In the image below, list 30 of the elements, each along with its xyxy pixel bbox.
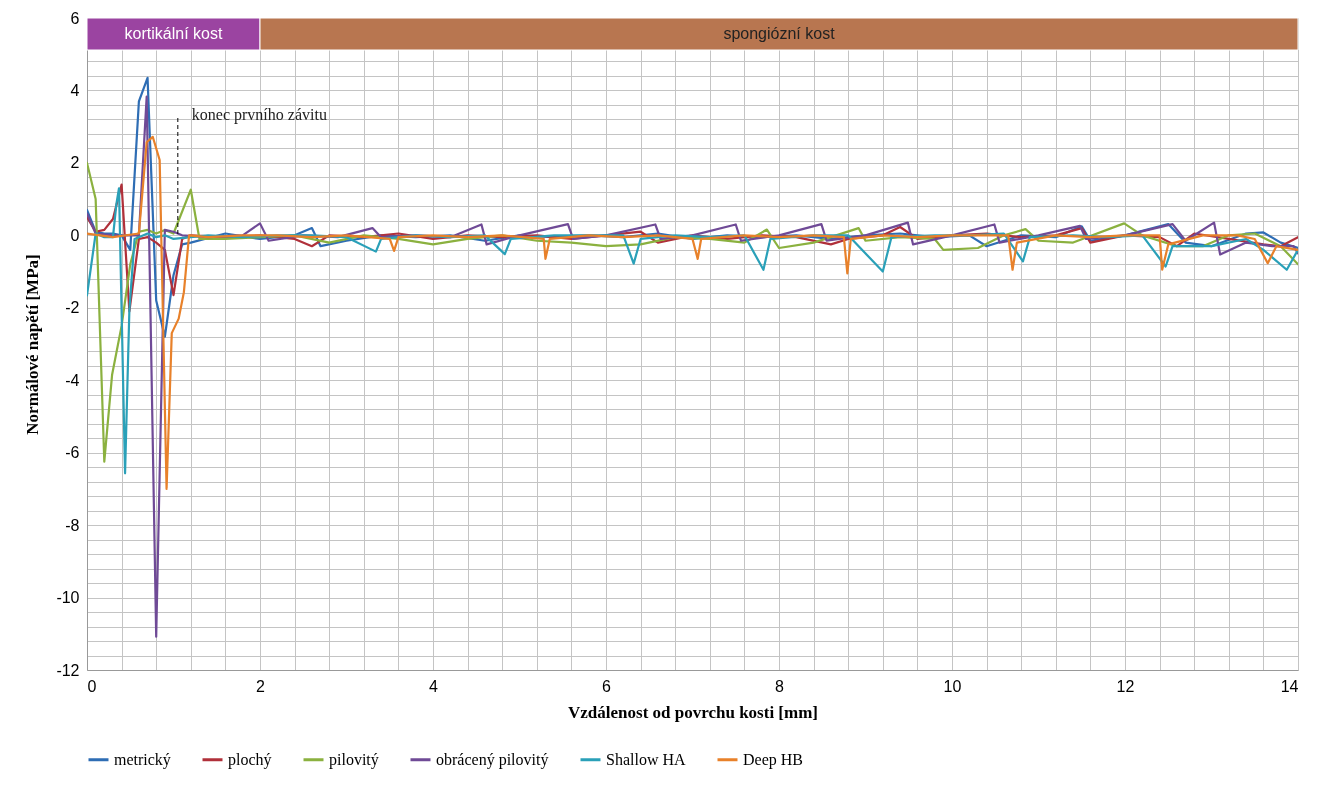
- x-tick-label: 4: [429, 677, 439, 695]
- y-tick-label: -10: [56, 589, 80, 607]
- band-label: kortikální kost: [124, 25, 223, 42]
- band-label: spongiózní kost: [723, 25, 836, 42]
- x-tick-label: 6: [602, 677, 612, 695]
- legend-label: metrický: [114, 750, 171, 769]
- y-tick-label: -12: [56, 661, 80, 679]
- y-tick-label: 2: [70, 154, 80, 172]
- legend-label: pilovitý: [329, 750, 379, 769]
- ref-line-label: konec prvního závitu: [191, 106, 327, 124]
- y-tick-label: -2: [65, 299, 80, 317]
- legend-label: plochý: [228, 750, 272, 769]
- y-tick-label: -6: [65, 444, 80, 462]
- legend-label: obrácený pilovitý: [436, 750, 549, 769]
- x-tick-label: 0: [87, 677, 97, 695]
- x-tick-label: 14: [1280, 677, 1299, 695]
- x-tick-label: 12: [1116, 677, 1135, 695]
- y-tick-label: 0: [70, 226, 80, 244]
- y-tick-label: 6: [70, 9, 80, 27]
- y-tick-label: -4: [65, 371, 80, 389]
- legend-label: Deep HB: [743, 750, 803, 769]
- y-tick-label: 4: [70, 81, 80, 99]
- x-tick-label: 10: [943, 677, 962, 695]
- line-series: [87, 95, 1298, 638]
- y-axis-title: Normálové napětí [MPa]: [23, 254, 43, 435]
- y-tick-label: -8: [65, 516, 80, 534]
- x-tick-label: 2: [256, 677, 266, 695]
- x-axis-title: Vzdálenost od povrchu kosti [mm]: [568, 702, 818, 722]
- legend-label: Shallow HA: [606, 750, 686, 768]
- x-tick-label: 8: [775, 677, 785, 695]
